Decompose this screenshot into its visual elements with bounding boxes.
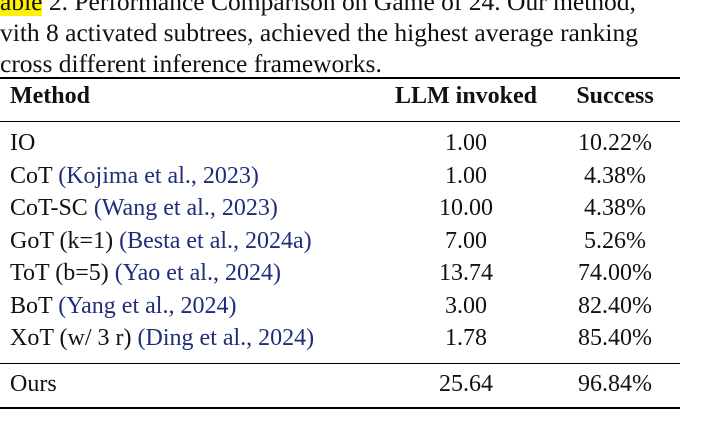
success-cell: 4.38% [584,162,646,189]
success-cell: 4.38% [584,195,646,221]
method-name: GoT (k=1) [10,227,120,254]
method-name: XoT (w/ 3 r) [10,325,138,351]
citation-link[interactable]: (Besta et al., 2024a) [119,227,312,254]
method-cell: CoT (Kojima et al., 2023) [10,163,259,190]
table-row: XoT (w/ 3 r) (Ding et al., 2024) 1.78 85.4… [0,325,690,357]
success-cell: 5.26% [584,227,646,254]
method-cell: IO [10,130,35,157]
header-success: Success [576,83,654,109]
method-name: ToT (b=5) [10,260,115,286]
method-cell: CoT-SC (Wang et al., 2023) [10,195,278,222]
citation-link[interactable]: (Wang et al., 2023) [93,195,278,221]
ours-llm-invoked: 25.64 [439,371,493,397]
citation-link[interactable]: (Ding et al., 2024) [137,325,315,351]
citation-link[interactable]: (Yang et al., 2024) [58,292,237,319]
table-row: CoT (Kojima et al., 2023) 1.00 4.38% [0,163,690,195]
table-caption: able 2. Performance Comparison on Game o… [0,0,690,79]
success-cell: 82.40% [578,292,652,319]
llm-invoked-cell: 1.00 [445,162,487,189]
llm-invoked-cell: 3.00 [445,292,487,319]
bottom-rule [0,407,680,409]
ours-method: Ours [10,371,57,397]
method-cell: ToT (b=5) (Yao et al., 2024) [10,260,281,287]
method-name: BoT [10,292,59,319]
method-name: IO [10,130,36,156]
header-method: Method [10,83,90,109]
method-cell: GoT (k=1) (Besta et al., 2024a) [10,228,312,255]
header-llm-invoked: LLM invoked [394,83,538,109]
citation-link[interactable]: (Kojima et al., 2023) [58,162,259,189]
table-row: GoT (k=1) (Besta et al., 2024a) 7.00 5.26% [0,228,690,260]
ours-success: 96.84% [578,371,652,397]
table-row: BoT (Yang et al., 2024) 3.00 82.40% [0,293,690,325]
success-cell: 10.22% [578,130,652,156]
llm-invoked-cell: 1.00 [445,130,487,156]
method-cell: XoT (w/ 3 r) (Ding et al., 2024) [10,325,314,352]
caption-line-2: vith 8 activated subtrees, achieved the … [0,18,638,47]
top-rule [0,77,680,79]
caption-highlight: able [0,0,43,16]
citation-link[interactable]: (Yao et al., 2024) [114,260,281,286]
method-name: CoT [10,162,59,189]
ours-row: Ours 25.64 96.84% [0,371,690,403]
caption-line-3: cross different inference frameworks. [0,49,382,78]
table-row: CoT-SC (Wang et al., 2023) 10.00 4.38% [0,195,690,227]
table-row: ToT (b=5) (Yao et al., 2024) 13.74 74.00% [0,260,690,292]
method-name: CoT-SC [10,195,94,221]
llm-invoked-cell: 13.74 [439,260,493,286]
llm-invoked-cell: 1.78 [445,325,487,351]
method-cell: BoT (Yang et al., 2024) [10,293,236,320]
success-cell: 85.40% [578,325,652,351]
success-cell: 74.00% [578,260,652,286]
table-header-row: Method LLM invoked Success [0,83,690,115]
llm-invoked-cell: 7.00 [445,227,487,254]
caption-line-1: able 2. Performance Comparison on Game o… [0,0,690,17]
llm-invoked-cell: 10.00 [439,195,493,221]
header-rule [0,121,680,122]
table-row: IO 1.00 10.22% [0,130,690,162]
mid-rule [0,363,680,364]
